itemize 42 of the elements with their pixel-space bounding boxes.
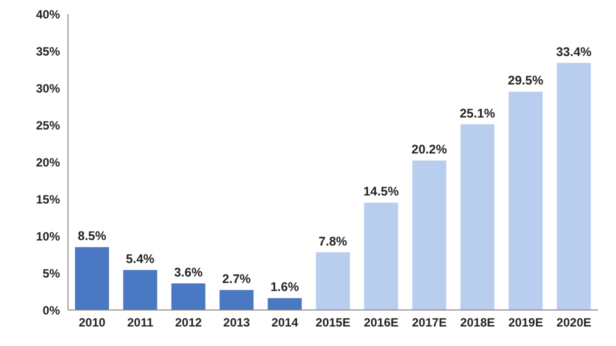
bar (508, 92, 543, 310)
y-tick-label: 35% (36, 44, 60, 58)
x-tick-label: 2011 (127, 316, 154, 330)
x-tick-label: 2018E (460, 316, 495, 330)
data-label: 29.5% (508, 74, 544, 88)
x-tick-label: 2010 (78, 316, 106, 330)
y-tick-label: 0% (42, 303, 60, 318)
y-tick-label: 40% (36, 7, 60, 22)
data-label: 14.5% (363, 184, 399, 199)
data-label: 5.4% (126, 252, 154, 266)
data-label: 8.5% (78, 229, 106, 244)
y-tick-label: 15% (36, 192, 60, 206)
y-tick-label: 10% (36, 229, 60, 244)
x-tick-label: 2020E (556, 316, 592, 330)
data-label: 2.7% (222, 272, 251, 286)
x-tick-label: 2014 (271, 316, 298, 330)
x-tick-label: 2017E (412, 316, 447, 330)
data-label: 20.2% (412, 142, 447, 157)
data-label: 7.8% (318, 234, 348, 248)
y-tick-label: 5% (42, 266, 60, 280)
x-tick-label: 2013 (223, 316, 250, 330)
y-tick-label: 30% (36, 81, 60, 96)
x-tick-label: 2015E (316, 316, 350, 330)
y-tick-label: 20% (36, 155, 60, 170)
data-label: 25.1% (460, 106, 496, 120)
data-label: 1.6% (270, 280, 299, 294)
bar (460, 124, 494, 310)
bar (75, 247, 109, 310)
x-tick-label: 2012 (175, 316, 202, 330)
data-label: 33.4% (556, 44, 592, 59)
bar (556, 62, 591, 310)
bar (171, 283, 206, 310)
x-tick-label: 2019E (508, 316, 544, 330)
bar (268, 298, 302, 310)
y-tick-label: 25% (36, 118, 60, 132)
bar (364, 202, 398, 310)
x-tick-label: 2016E (364, 316, 399, 330)
data-label: 3.6% (174, 265, 203, 280)
bar (316, 252, 350, 310)
bar (220, 290, 254, 310)
bar (123, 270, 158, 310)
bar (412, 160, 446, 310)
